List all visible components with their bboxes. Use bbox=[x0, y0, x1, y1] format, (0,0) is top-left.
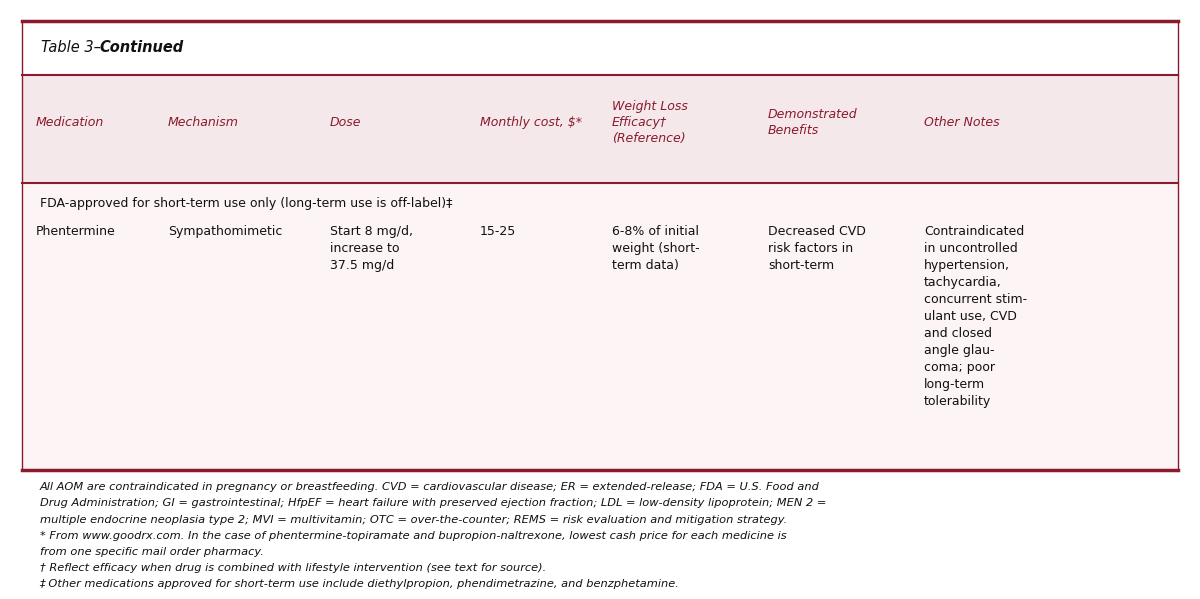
Text: Start 8 mg/d,
increase to
37.5 mg/d: Start 8 mg/d, increase to 37.5 mg/d bbox=[330, 225, 413, 271]
Text: ‡ Other medications approved for short-term use include diethylpropion, phendime: ‡ Other medications approved for short-t… bbox=[40, 579, 679, 589]
Text: 6-8% of initial
weight (short-
term data): 6-8% of initial weight (short- term data… bbox=[612, 225, 700, 271]
Bar bbox=[22, 183, 1178, 470]
Text: Monthly cost, $*: Monthly cost, $* bbox=[480, 116, 582, 129]
Text: Table 3–: Table 3– bbox=[41, 40, 101, 56]
Text: Sympathomimetic: Sympathomimetic bbox=[168, 225, 282, 238]
Text: FDA-approved for short-term use only (long-term use is off-label)‡: FDA-approved for short-term use only (lo… bbox=[40, 197, 452, 210]
Text: 15-25: 15-25 bbox=[480, 225, 516, 238]
Text: Decreased CVD
risk factors in
short-term: Decreased CVD risk factors in short-term bbox=[768, 225, 866, 271]
Text: Medication: Medication bbox=[36, 116, 104, 129]
Text: from one specific mail order pharmacy.: from one specific mail order pharmacy. bbox=[40, 547, 264, 557]
Text: Phentermine: Phentermine bbox=[36, 225, 115, 238]
Text: Drug Administration; GI = gastrointestinal; HfpEF = heart failure with preserved: Drug Administration; GI = gastrointestin… bbox=[40, 498, 826, 509]
Text: † Reflect efficacy when drug is combined with lifestyle intervention (see text f: † Reflect efficacy when drug is combined… bbox=[40, 563, 546, 573]
Text: Demonstrated
Benefits: Demonstrated Benefits bbox=[768, 108, 858, 137]
Text: * From www.goodrx.com. In the case of phentermine-topiramate and bupropion-naltr: * From www.goodrx.com. In the case of ph… bbox=[40, 531, 786, 541]
Text: Dose: Dose bbox=[330, 116, 361, 129]
Text: Other Notes: Other Notes bbox=[924, 116, 1000, 129]
Text: Mechanism: Mechanism bbox=[168, 116, 239, 129]
Text: Weight Loss
Efficacy†
(Reference): Weight Loss Efficacy† (Reference) bbox=[612, 100, 688, 146]
Bar bbox=[22, 75, 1178, 183]
Bar bbox=[22, 470, 1178, 599]
Text: All AOM are contraindicated in pregnancy or breastfeeding. CVD = cardiovascular : All AOM are contraindicated in pregnancy… bbox=[40, 482, 820, 492]
Text: Contraindicated
in uncontrolled
hypertension,
tachycardia,
concurrent stim-
ulan: Contraindicated in uncontrolled hyperten… bbox=[924, 225, 1027, 408]
Text: Continued: Continued bbox=[100, 40, 184, 56]
Text: multiple endocrine neoplasia type 2; MVI = multivitamin; OTC = over-the-counter;: multiple endocrine neoplasia type 2; MVI… bbox=[40, 515, 787, 525]
Bar bbox=[22, 21, 1178, 75]
